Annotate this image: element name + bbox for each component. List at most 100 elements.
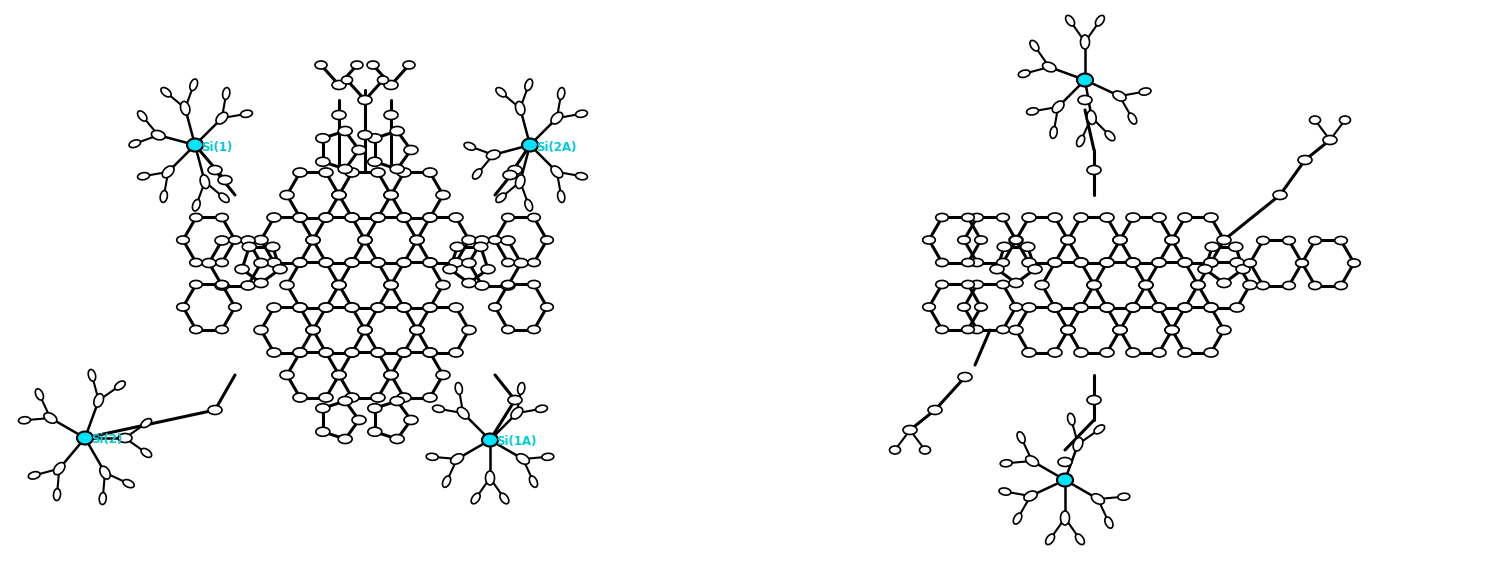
Ellipse shape [240, 110, 252, 118]
Ellipse shape [528, 280, 540, 288]
Ellipse shape [1035, 280, 1048, 290]
Ellipse shape [454, 383, 462, 394]
Ellipse shape [242, 242, 256, 252]
Ellipse shape [528, 259, 540, 267]
Ellipse shape [320, 348, 333, 357]
Ellipse shape [1138, 280, 1154, 290]
Ellipse shape [462, 236, 476, 245]
Ellipse shape [315, 61, 327, 69]
Ellipse shape [928, 405, 942, 415]
Ellipse shape [1282, 281, 1296, 290]
Ellipse shape [448, 348, 464, 357]
Ellipse shape [384, 81, 398, 90]
Ellipse shape [1308, 281, 1322, 290]
Ellipse shape [338, 164, 352, 174]
Ellipse shape [384, 191, 398, 199]
Ellipse shape [292, 213, 308, 222]
Ellipse shape [152, 130, 165, 140]
Ellipse shape [384, 191, 398, 199]
Ellipse shape [1152, 258, 1166, 267]
Ellipse shape [1335, 281, 1347, 290]
Ellipse shape [129, 140, 141, 147]
Ellipse shape [471, 493, 480, 504]
Ellipse shape [190, 79, 198, 91]
Ellipse shape [509, 395, 522, 404]
Ellipse shape [1230, 258, 1244, 267]
Ellipse shape [450, 242, 464, 252]
Ellipse shape [398, 393, 411, 402]
Ellipse shape [436, 191, 450, 199]
Ellipse shape [320, 258, 333, 267]
Ellipse shape [338, 126, 352, 136]
Ellipse shape [209, 166, 222, 174]
Ellipse shape [342, 76, 352, 84]
Ellipse shape [423, 348, 436, 357]
Ellipse shape [1100, 258, 1114, 267]
Ellipse shape [114, 381, 126, 390]
Ellipse shape [1152, 348, 1166, 357]
Ellipse shape [1152, 258, 1166, 267]
Ellipse shape [962, 280, 975, 288]
Ellipse shape [1010, 278, 1023, 287]
Ellipse shape [1017, 432, 1025, 443]
Ellipse shape [162, 166, 174, 178]
Ellipse shape [345, 303, 358, 312]
Ellipse shape [1010, 236, 1023, 245]
Ellipse shape [486, 150, 500, 160]
Ellipse shape [1204, 258, 1218, 267]
Ellipse shape [1026, 108, 1038, 115]
Ellipse shape [54, 488, 60, 501]
Ellipse shape [970, 259, 984, 267]
Ellipse shape [209, 405, 222, 415]
Ellipse shape [390, 126, 404, 136]
Ellipse shape [996, 259, 1010, 267]
Ellipse shape [332, 81, 346, 90]
Ellipse shape [404, 146, 418, 154]
Ellipse shape [936, 214, 948, 222]
Ellipse shape [1126, 258, 1140, 267]
Ellipse shape [550, 112, 562, 124]
Ellipse shape [1030, 40, 1039, 51]
Ellipse shape [351, 61, 363, 69]
Ellipse shape [1010, 325, 1023, 335]
Ellipse shape [1022, 213, 1036, 222]
Ellipse shape [423, 213, 436, 222]
Ellipse shape [496, 88, 506, 97]
Ellipse shape [398, 168, 411, 177]
Ellipse shape [292, 258, 308, 267]
Ellipse shape [1060, 236, 1076, 245]
Ellipse shape [1198, 264, 1212, 274]
Ellipse shape [936, 259, 948, 267]
Ellipse shape [1216, 236, 1231, 245]
Ellipse shape [516, 101, 525, 115]
Ellipse shape [398, 258, 411, 267]
Ellipse shape [332, 191, 346, 199]
Ellipse shape [332, 370, 346, 380]
Ellipse shape [370, 213, 386, 222]
Ellipse shape [1257, 281, 1269, 290]
Ellipse shape [1095, 15, 1104, 26]
Ellipse shape [254, 325, 268, 335]
Ellipse shape [501, 325, 515, 333]
Ellipse shape [1100, 348, 1114, 357]
Ellipse shape [922, 303, 936, 311]
Ellipse shape [576, 110, 588, 118]
Ellipse shape [970, 325, 984, 333]
Ellipse shape [1022, 303, 1036, 312]
Ellipse shape [332, 111, 346, 119]
Ellipse shape [516, 175, 525, 188]
Ellipse shape [1048, 303, 1062, 312]
Text: Si(2): Si(2) [92, 433, 123, 446]
Ellipse shape [345, 213, 358, 222]
Ellipse shape [410, 236, 424, 245]
Ellipse shape [316, 427, 330, 436]
Ellipse shape [512, 407, 524, 419]
Ellipse shape [292, 168, 308, 177]
Ellipse shape [442, 476, 450, 487]
Ellipse shape [1191, 280, 1204, 290]
Ellipse shape [320, 393, 333, 402]
Ellipse shape [528, 214, 540, 222]
Ellipse shape [536, 405, 548, 412]
Ellipse shape [1076, 534, 1084, 545]
Ellipse shape [1178, 258, 1192, 267]
